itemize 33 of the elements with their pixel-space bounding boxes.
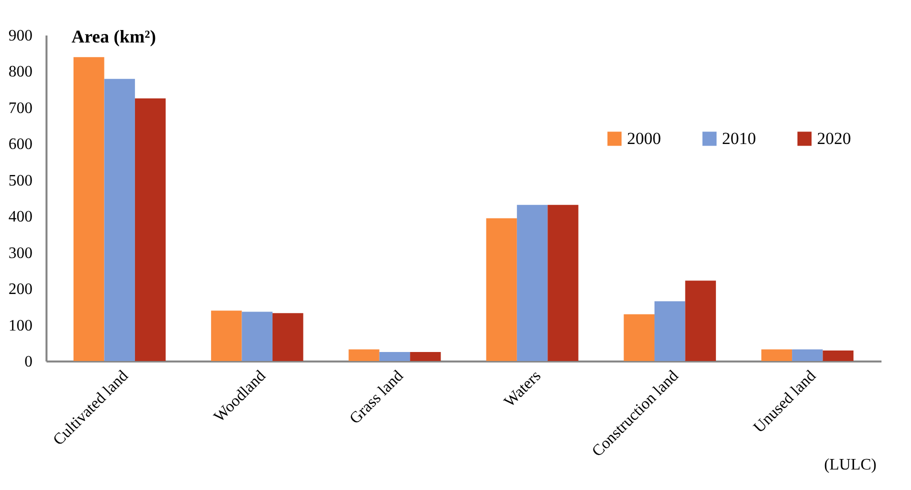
legend-label: 2020 [817, 128, 851, 148]
legend-label: 2010 [722, 128, 756, 148]
y-tick-label: 0 [24, 354, 32, 370]
bar [104, 78, 135, 361]
bar [548, 204, 578, 361]
bar [822, 350, 854, 361]
bar [486, 218, 517, 361]
bar [792, 349, 823, 361]
y-tick-label: 500 [8, 172, 32, 190]
legend-label: 2000 [627, 128, 661, 148]
bar [134, 98, 166, 361]
bar [74, 57, 104, 361]
bar [516, 204, 548, 361]
bar [624, 314, 654, 361]
y-tick-label: 900 [8, 28, 32, 44]
y-tick-label: 300 [8, 244, 32, 262]
bar [348, 349, 380, 361]
y-tick-label: 100 [8, 317, 32, 334]
y-tick-label: 800 [8, 64, 32, 81]
bar [211, 310, 242, 361]
bar [272, 313, 304, 361]
y-tick-label: 200 [8, 281, 32, 298]
y-axis-title: Area (km²) [72, 26, 156, 46]
y-tick-label: 700 [8, 100, 32, 117]
bar [685, 280, 716, 361]
bar [761, 349, 792, 361]
y-tick-label: 400 [8, 208, 32, 226]
bar [242, 312, 273, 361]
x-axis-title: (LULC) [824, 456, 876, 474]
bar [654, 301, 686, 361]
bar [379, 352, 410, 361]
y-tick-label: 600 [8, 136, 32, 154]
bar [410, 352, 441, 361]
